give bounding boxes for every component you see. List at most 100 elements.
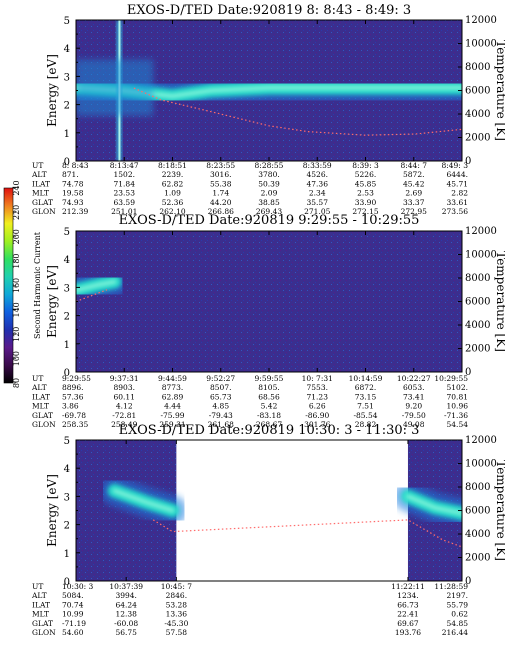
orbit-cell: -79.43	[209, 411, 233, 420]
orbit-cell: 5.42	[261, 402, 278, 411]
orbit-cell: 10:22:27	[397, 374, 431, 383]
orbit-cell: 54.60	[62, 628, 84, 637]
orbit-cell: 2846.	[166, 591, 187, 600]
orbit-cell: 73.41	[403, 392, 424, 401]
orbit-cell: 9.20	[405, 402, 422, 411]
low-energy-glow	[76, 59, 153, 115]
orbit-row-label: GLON	[32, 628, 56, 637]
orbit-cell: 38.85	[258, 198, 280, 207]
orbit-cell: 8:39: 3	[352, 161, 379, 170]
y-tick-label: 1	[64, 129, 70, 140]
orbit-cell: 13.36	[166, 610, 188, 619]
orbit-cell: 8:44: 7	[400, 161, 427, 170]
orbit-cell: 57.36	[62, 392, 84, 401]
y-tick-label: 1	[64, 340, 70, 351]
orbit-cell: 8:28:55	[255, 161, 284, 170]
colorbar-tick-label: 100	[12, 351, 21, 366]
orbit-cell: 9:29:55	[62, 374, 91, 383]
orbit-cell: 2197.	[447, 591, 468, 600]
orbit-cell: 10:30: 3	[62, 582, 94, 591]
orbit-cell: 2239.	[162, 170, 183, 179]
y2-axis-label: Temperature [K]	[494, 251, 505, 352]
orbit-cell: 7.51	[357, 402, 374, 411]
orbit-cell: -83.18	[257, 411, 281, 420]
orbit-cell: 3016.	[210, 170, 231, 179]
orbit-cell: 56.75	[115, 628, 137, 637]
orbit-cell: 23.53	[114, 189, 136, 198]
colorbar-tick-label: 140	[12, 302, 21, 317]
orbit-cell: 53.28	[166, 600, 188, 609]
orbit-cell: 3780.	[258, 170, 279, 179]
y2-tick-label: 10000	[465, 250, 497, 261]
orbit-row-label: ALT	[31, 170, 47, 179]
y2-tick-label: 6000	[465, 297, 490, 308]
orbit-row-label: ILAT	[32, 600, 50, 609]
orbit-cell: 74.93	[62, 198, 84, 207]
orbit-cell: 66.73	[397, 600, 419, 609]
orbit-row-label: UT	[32, 374, 43, 383]
orbit-row-label: ALT	[31, 383, 47, 392]
orbit-cell: 10:14:59	[349, 374, 383, 383]
orbit-cell: -75.99	[160, 411, 184, 420]
orbit-info-table: UT 9:29:55 9:37:31 9:44:59 9:52:27 9:59:55 10:…	[31, 374, 468, 429]
orbit-cell: 7553.	[307, 383, 328, 392]
orbit-cell: 45.71	[447, 179, 468, 188]
y-tick-label: 5	[64, 436, 70, 447]
orbit-cell: 62.89	[162, 392, 184, 401]
orbit-cell: 74.78	[62, 179, 84, 188]
y2-tick-label: 4000	[465, 320, 490, 331]
orbit-cell: 8507.	[210, 383, 231, 392]
orbit-cell: 68.56	[258, 392, 280, 401]
spectrogram-panel-3: EXOS-D/TED Date:920819 10:30: 3 - 11:30:…	[31, 423, 505, 637]
orbit-row-label: ILAT	[32, 392, 50, 401]
orbit-cell: 10.99	[62, 610, 84, 619]
orbit-row-label: ALT	[31, 591, 47, 600]
colorbar-tick-label: 80	[12, 378, 21, 388]
orbit-cell: 0.62	[451, 610, 468, 619]
orbit-cell: 33.61	[447, 198, 468, 207]
y2-tick-label: 4000	[465, 109, 490, 120]
y-axis-label: Energy [eV]	[45, 54, 59, 127]
y2-tick-label: 2000	[465, 553, 490, 564]
y2-tick-label: 6000	[465, 86, 490, 97]
orbit-cell: 216.44	[442, 628, 468, 637]
orbit-cell: 4.44	[164, 402, 181, 411]
orbit-cell: 3994.	[115, 591, 136, 600]
orbit-cell: 11:22:11	[391, 582, 425, 591]
spectrogram-panel-1: EXOS-D/TED Date:920819 8: 8:43 - 8:49: 3…	[31, 3, 505, 216]
orbit-cell: 10: 7:31	[302, 374, 333, 383]
panel-title: EXOS-D/TED Date:920819 8: 8:43 - 8:49: 3	[127, 3, 411, 18]
orbit-row-label: UT	[32, 582, 43, 591]
orbit-cell: 35.57	[307, 198, 329, 207]
y2-tick-label: 8000	[465, 482, 490, 493]
orbit-row-label: MLT	[32, 189, 49, 198]
data-coverage-region	[76, 231, 462, 372]
y2-tick-label: 4000	[465, 529, 490, 540]
y-tick-label: 2	[64, 521, 70, 532]
orbit-cell: 2.69	[405, 189, 422, 198]
orbit-cell: 63.59	[114, 198, 136, 207]
y2-axis-label: Temperature [K]	[494, 40, 505, 141]
y2-tick-label: 10000	[465, 39, 497, 50]
y-tick-label: 3	[64, 72, 70, 83]
y-tick-label: 5	[64, 16, 70, 27]
orbit-cell: 9:59:55	[255, 374, 284, 383]
orbit-cell: 55.79	[447, 600, 469, 609]
orbit-cell: 8: 8:43	[62, 161, 89, 170]
orbit-cell: 258.35	[62, 420, 88, 429]
orbit-cell: 10:29:55	[434, 374, 468, 383]
orbit-cell: 65.73	[210, 392, 232, 401]
orbit-cell: 54.54	[447, 420, 469, 429]
orbit-cell: 12.38	[115, 610, 137, 619]
orbit-cell: 73.15	[355, 392, 377, 401]
orbit-cell: 8:13:47	[110, 161, 139, 170]
orbit-cell: 8105.	[258, 383, 279, 392]
orbit-cell: 5102.	[447, 383, 468, 392]
y-tick-label: 3	[64, 283, 70, 294]
orbit-row-label: ILAT	[32, 179, 50, 188]
orbit-cell: 9:37:31	[110, 374, 139, 383]
orbit-cell: -69.78	[62, 411, 86, 420]
y-tick-label: 4	[64, 44, 70, 55]
orbit-cell: 55.38	[210, 179, 232, 188]
